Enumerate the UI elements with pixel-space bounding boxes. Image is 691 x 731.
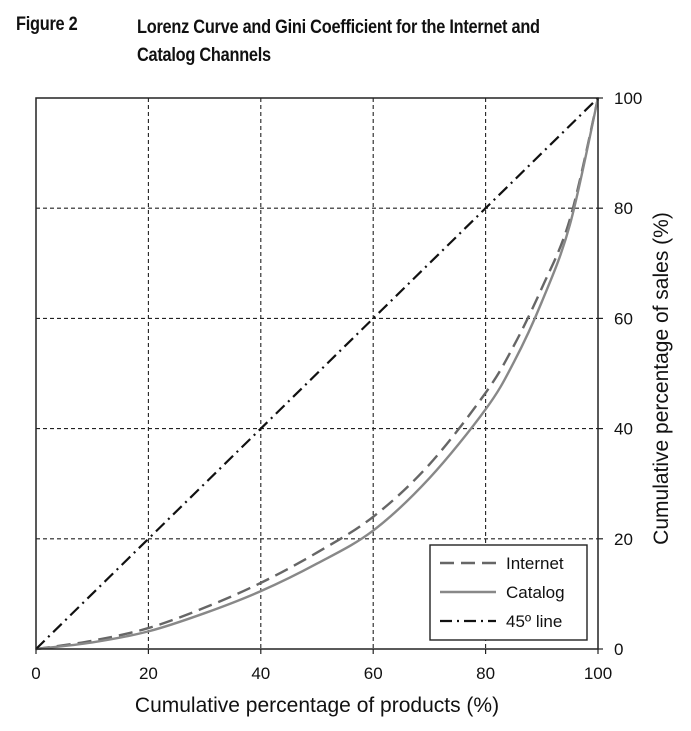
plot-frame (35, 97, 599, 650)
figure-title-line-1: Lorenz Curve and Gini Coefficient for th… (137, 17, 540, 38)
y-tick-labels: 0 20 40 60 80 100 (598, 89, 642, 659)
y-axis-label: Cumulative percentage of sales (%) (650, 212, 673, 545)
y-tick-label: 100 (614, 89, 642, 108)
legend-label: Catalog (506, 583, 565, 602)
series-line-internet (35, 97, 600, 651)
series-layer (35, 97, 600, 651)
x-tick-label: 100 (584, 664, 612, 683)
figure-title-line-2: Catalog Channels (137, 45, 271, 66)
figure-label: Figure 2 (16, 14, 78, 35)
x-tick-label: 40 (251, 664, 270, 683)
legend: Internet Catalog 45º line (429, 544, 588, 641)
y-tick-label: 20 (614, 530, 633, 549)
y-tick-label: 0 (614, 640, 623, 659)
y-tick-label: 60 (614, 309, 633, 328)
series-line-45-line (35, 97, 599, 650)
figure-title: Lorenz Curve and Gini Coefficient for th… (137, 14, 619, 70)
x-tick-label: 0 (31, 664, 40, 683)
x-tick-labels: 0 20 40 60 80 100 (31, 649, 612, 683)
legend-label: 45º line (506, 612, 562, 631)
series-line-catalog (35, 97, 600, 651)
x-tick-label: 20 (139, 664, 158, 683)
y-tick-label: 80 (614, 199, 633, 218)
x-axis-label: Cumulative percentage of products (%) (135, 694, 499, 717)
x-tick-label: 80 (476, 664, 495, 683)
x-tick-label: 60 (364, 664, 383, 683)
legend-label: Internet (506, 554, 564, 573)
y-tick-label: 40 (614, 420, 633, 439)
grid-lines (36, 98, 598, 649)
